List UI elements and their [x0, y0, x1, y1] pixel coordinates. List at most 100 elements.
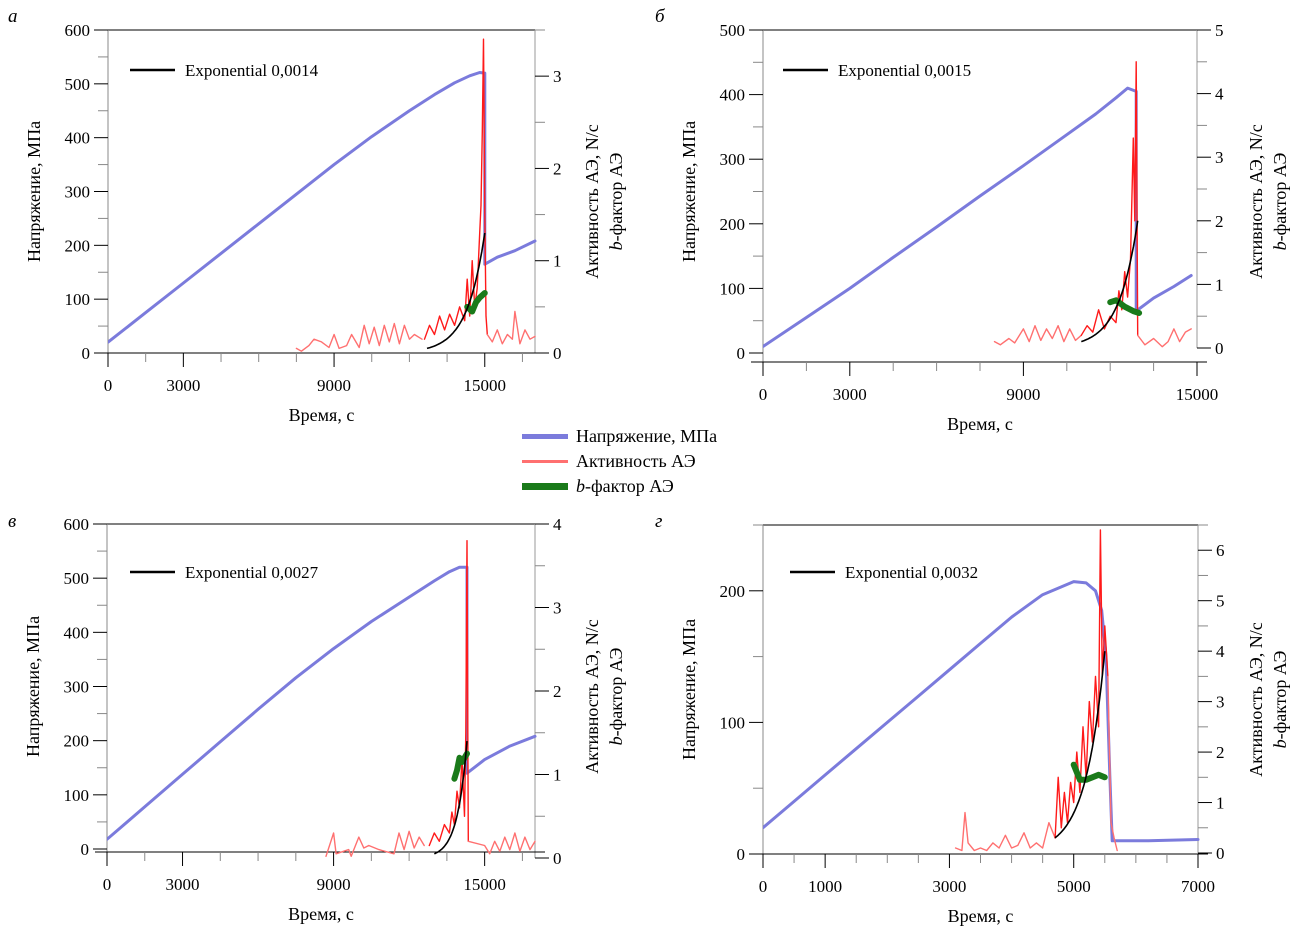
activity-series-line — [428, 540, 469, 847]
right-y-axis-title-bfactor-text: -фактор АЭ — [606, 648, 626, 737]
y-tick-label: 400 — [720, 86, 746, 105]
y-tick-label: 100 — [65, 290, 91, 309]
stress-series-line — [763, 86, 1193, 348]
x-tick-label: 3000 — [833, 385, 867, 404]
right-y-axis-title-bfactor-italic: b — [1270, 241, 1290, 250]
y-tick-label: 0 — [81, 840, 90, 859]
x-axis-title: Время, с — [288, 904, 354, 924]
x-tick-label: 3000 — [166, 376, 200, 395]
y-tick-label: 300 — [65, 183, 91, 202]
right-y-axis-title-bfactor-text: -фактор АЭ — [1270, 153, 1290, 242]
y-axis-title: Напряжение, МПа — [679, 619, 699, 760]
right-y-tick-label: 1 — [553, 766, 562, 785]
right-y-tick-label: 5 — [1216, 592, 1225, 611]
y-tick-label: 300 — [720, 150, 746, 169]
y-tick-label: 500 — [65, 75, 91, 94]
y-tick-label: 0 — [737, 845, 746, 864]
chart-panel-2: б 0 100 200 300 400 500 0 1 2 3 4 5 0 3000 9000 15000 Вре… — [655, 6, 1290, 434]
legend-swatch-stress — [522, 434, 568, 439]
panel-letter: а — [8, 6, 18, 27]
right-y-axis-title-activity: Активность АЭ, N/c — [582, 124, 602, 279]
y-tick-label: 200 — [720, 215, 746, 234]
y-tick-label: 100 — [720, 713, 746, 732]
x-tick-label: 5000 — [1057, 877, 1091, 896]
stress-series-line — [107, 565, 537, 841]
activity-series-line — [423, 38, 488, 340]
x-tick-label: 15000 — [1176, 385, 1219, 404]
shared-legend: Напряжение, МПа Активность АЭ b-фактор А… — [522, 424, 717, 499]
right-y-tick-label: 0 — [1215, 339, 1224, 358]
right-y-tick-label: 3 — [553, 599, 562, 618]
x-tick-label: 3000 — [932, 877, 966, 896]
bfactor-series-line — [1070, 761, 1108, 783]
x-tick-label: 9000 — [317, 875, 351, 894]
right-y-axis-title-bfactor: b-фактор АЭ — [606, 648, 626, 746]
right-y-tick-label: 4 — [1216, 642, 1225, 661]
x-tick-label: 7000 — [1181, 877, 1215, 896]
activity-series-line — [325, 830, 425, 857]
y-tick-label: 500 — [64, 569, 90, 588]
right-y-tick-label: 3 — [553, 67, 562, 86]
right-y-tick-label: 3 — [1216, 693, 1225, 712]
activity-series-line — [295, 322, 423, 352]
chart-panel-1: а 0 100 200 300 400 500 600 0 1 2 3 0 3000 9000 15000 Вр… — [8, 6, 626, 425]
right-y-tick-label: 6 — [1216, 541, 1225, 560]
right-y-tick-label: 3 — [1215, 148, 1224, 167]
y-tick-label: 0 — [737, 344, 746, 363]
x-tick-label: 0 — [104, 376, 113, 395]
y-tick-label: 200 — [65, 236, 91, 255]
y-tick-label: 200 — [720, 582, 746, 601]
activity-series-line — [954, 811, 1056, 852]
bfactor-series-line — [464, 290, 488, 315]
legend-label-bfactor-text: -фактор АЭ — [585, 476, 674, 496]
bfactor-series-line — [1107, 297, 1143, 316]
y-tick-label: 100 — [720, 279, 746, 298]
right-y-axis-title-activity: Активность АЭ, N/c — [582, 619, 602, 774]
y-axis-title: Напряжение, МПа — [679, 121, 699, 262]
exponential-fit-line — [426, 232, 486, 350]
fit-legend-label: Exponential 0,0027 — [185, 563, 319, 582]
fit-legend-label: Exponential 0,0014 — [185, 61, 319, 80]
right-y-tick-label: 1 — [553, 252, 562, 271]
y-tick-label: 600 — [65, 21, 91, 40]
y-tick-label: 300 — [64, 678, 90, 697]
x-tick-label: 9000 — [317, 376, 351, 395]
legend-item-activity: Активность АЭ — [522, 449, 717, 474]
legend-item-bfactor: b-фактор АЭ — [522, 474, 717, 499]
right-y-axis-title-activity: Активность АЭ, N/c — [1246, 124, 1266, 279]
panel-letter: в — [8, 511, 16, 532]
activity-series-line — [993, 325, 1083, 346]
right-y-tick-label: 2 — [553, 682, 562, 701]
legend-label-bfactor: b-фактор АЭ — [576, 476, 674, 497]
right-y-axis-title-bfactor: b-фактор АЭ — [1270, 153, 1290, 251]
legend-item-stress: Напряжение, МПа — [522, 424, 717, 449]
right-y-axis-title-bfactor-italic: b — [1270, 739, 1290, 748]
exponential-fit-line — [1054, 651, 1106, 839]
x-axis-title: Время, с — [947, 414, 1013, 434]
y-tick-label: 600 — [64, 515, 90, 534]
legend-label-activity: Активность АЭ — [576, 451, 696, 471]
x-tick-label: 0 — [103, 875, 112, 894]
legend-swatch-activity — [522, 460, 568, 463]
right-y-tick-label: 2 — [1216, 743, 1225, 762]
legend-label-stress: Напряжение, МПа — [576, 426, 718, 446]
fit-legend-label: Exponential 0,0015 — [838, 61, 971, 80]
x-tick-label: 0 — [759, 385, 768, 404]
y-tick-label: 0 — [82, 344, 91, 363]
right-y-axis-title-bfactor-text: -фактор АЭ — [606, 153, 626, 242]
activity-series-line — [467, 832, 536, 855]
right-y-axis-title-bfactor: b-фактор АЭ — [606, 153, 626, 251]
x-axis-title: Время, с — [289, 405, 355, 425]
y-tick-label: 100 — [64, 786, 90, 805]
activity-series-line — [486, 310, 536, 345]
y-tick-label: 200 — [64, 732, 90, 751]
legend-swatch-bfactor — [522, 483, 568, 490]
right-y-axis-title-bfactor: b-фактор АЭ — [1270, 651, 1290, 749]
right-y-axis-title-activity: Активность АЭ, N/c — [1246, 622, 1266, 777]
x-tick-label: 3000 — [166, 875, 200, 894]
right-y-tick-label: 2 — [553, 159, 562, 178]
plot-area — [763, 529, 1200, 852]
activity-series-line — [1107, 675, 1118, 852]
y-tick-label: 500 — [720, 21, 746, 40]
